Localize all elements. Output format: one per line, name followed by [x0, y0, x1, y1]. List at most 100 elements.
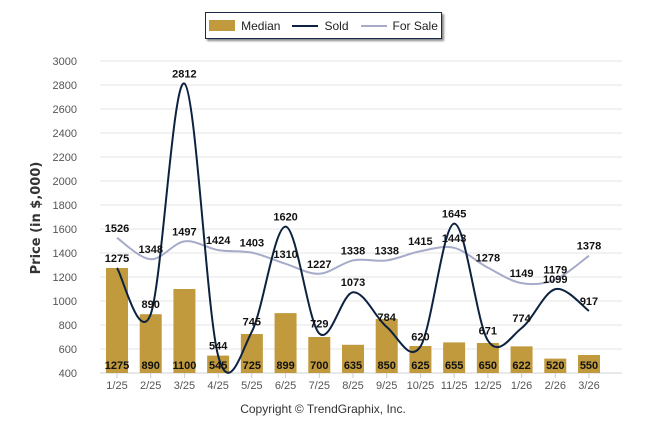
median-bar	[274, 313, 297, 373]
sold-value-label: 544	[209, 341, 228, 353]
for-sale-value-label: 1338	[341, 245, 365, 257]
median-bar	[544, 358, 567, 373]
x-tick-label: 8/25	[342, 380, 363, 392]
median-bar	[578, 355, 600, 373]
median-bar	[443, 342, 466, 373]
data-labels: 1275 890 1100 545 725 899 700 635 850 625 655 650 62…	[105, 69, 601, 372]
y-axis-label: Price (in $,000)	[29, 162, 44, 275]
median-swatch	[209, 20, 236, 31]
median-value-label: 890	[142, 360, 160, 372]
for-sale-value-label: 1310	[273, 249, 297, 261]
for-sale-value-label: 1338	[374, 245, 398, 257]
sold-value-label: 745	[243, 317, 261, 329]
y-tick-label: 1200	[53, 272, 77, 284]
y-tick-label: 2200	[53, 152, 77, 164]
sold-value-label: 917	[580, 296, 598, 308]
median-bar	[106, 268, 128, 373]
x-tick-label: 6/25	[275, 380, 296, 392]
sold-value-label: 1073	[341, 277, 365, 289]
x-tick-label: 3/25	[174, 380, 195, 392]
y-tick-label: 400	[59, 368, 77, 380]
y-tick-label: 600	[59, 344, 77, 356]
legend-item-for-sale[interactable]: For Sale	[360, 18, 438, 33]
median-value-label: 850	[378, 360, 396, 372]
x-axis-ticks: 1/25 2/25 3/25 4/25 5/25 6/25 7/25 8/25 9/25 10/2…	[106, 373, 600, 392]
sold-value-label: 729	[310, 319, 328, 331]
for-sale-value-label: 1278	[476, 253, 500, 265]
median-bar	[476, 343, 499, 373]
for-sale-value-label: 1179	[543, 265, 567, 277]
for-sale-value-label: 1149	[510, 268, 534, 280]
x-tick-label: 4/25	[207, 380, 228, 392]
y-tick-label: 2000	[53, 176, 77, 188]
median-bar	[308, 337, 331, 373]
y-tick-label: 3000	[53, 56, 77, 68]
x-tick-label: 2/26	[545, 380, 566, 392]
x-tick-label: 9/25	[376, 380, 397, 392]
gridlines	[100, 60, 622, 374]
x-tick-label: 10/25	[407, 380, 435, 392]
x-tick-label: 12/25	[474, 380, 502, 392]
copyright: Copyright © TrendGraphix, Inc.	[240, 402, 406, 416]
sold-value-label: 784	[378, 312, 397, 324]
median-bar	[173, 289, 196, 373]
y-tick-label: 2800	[53, 80, 77, 92]
legend: Median Sold For Sale	[205, 12, 442, 39]
y-axis-ticks: 400 600 800 1000 1200 1400 1600 1800 2000 2200 240…	[53, 56, 77, 380]
median-bar	[342, 344, 364, 373]
sold-value-label: 774	[512, 313, 531, 325]
y-tick-label: 1600	[53, 224, 77, 236]
sold-value-label: 620	[411, 332, 429, 344]
x-tick-label: 3/26	[578, 380, 599, 392]
x-tick-label: 11/25	[441, 380, 468, 392]
for-sale-value-label: 1227	[307, 259, 331, 271]
for-sale-swatch	[360, 24, 387, 27]
for-sale-value-label: 1348	[138, 244, 162, 256]
sold-value-label: 1645	[442, 209, 466, 221]
y-tick-label: 2400	[53, 128, 77, 140]
for-sale-value-label: 1443	[442, 233, 466, 245]
median-value-label: 700	[310, 360, 328, 372]
sold-value-label: 2812	[172, 69, 196, 81]
for-sale-value-label: 1424	[206, 235, 231, 247]
x-tick-label: 2/25	[140, 380, 161, 392]
legend-label: Median	[241, 18, 281, 33]
x-tick-label: 1/26	[511, 380, 532, 392]
y-tick-label: 800	[59, 320, 77, 332]
sold-value-label: 671	[479, 325, 497, 337]
sold-value-label: 1620	[273, 212, 297, 224]
y-tick-label: 1000	[53, 296, 77, 308]
lines	[116, 82, 590, 374]
sold-value-label: 890	[142, 299, 160, 311]
for-sale-value-label: 1526	[105, 223, 129, 235]
median-value-label: 655	[445, 360, 463, 372]
y-tick-label: 1400	[53, 248, 77, 260]
sold-value-label: 1099	[543, 274, 567, 286]
sold-line	[116, 82, 590, 374]
for-sale-value-label: 1403	[240, 238, 264, 250]
legend-label: For Sale	[392, 18, 438, 33]
median-value-label: 650	[479, 360, 497, 372]
for-sale-value-label: 1415	[408, 236, 432, 248]
legend-item-median[interactable]: Median	[209, 19, 280, 33]
median-value-label: 635	[344, 360, 362, 372]
median-value-label: 550	[580, 360, 598, 372]
y-tick-label: 1800	[53, 200, 77, 212]
median-value-label: 899	[276, 360, 294, 372]
x-tick-label: 7/25	[309, 380, 330, 392]
median-value-label: 545	[209, 360, 227, 372]
median-value-label: 625	[411, 360, 429, 372]
for-sale-value-label: 1378	[577, 241, 601, 253]
median-value-label: 1275	[105, 360, 129, 372]
sold-swatch	[292, 24, 319, 27]
x-tick-label: 5/25	[241, 380, 262, 392]
median-bar	[139, 314, 162, 373]
median-value-label: 520	[546, 360, 564, 372]
for-sale-line	[116, 237, 590, 286]
legend-item-sold[interactable]: Sold	[292, 19, 349, 33]
median-value-label: 1100	[172, 360, 196, 372]
sold-value-label: 1275	[105, 253, 129, 265]
median-bar	[510, 346, 533, 373]
y-tick-label: 2600	[53, 104, 77, 116]
